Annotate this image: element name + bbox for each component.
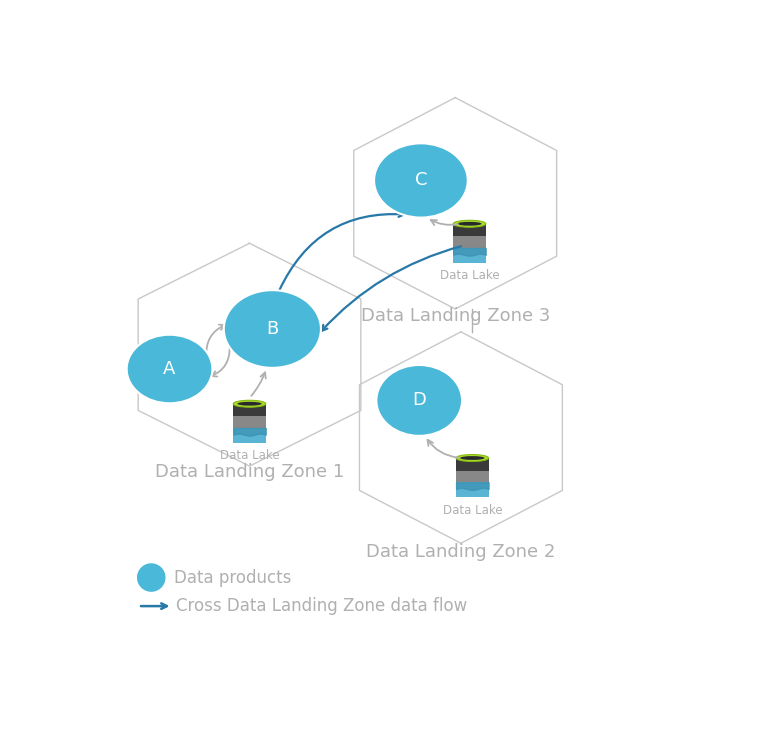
Text: Data Lake: Data Lake (220, 450, 280, 462)
Ellipse shape (374, 143, 467, 217)
FancyBboxPatch shape (456, 470, 489, 482)
Ellipse shape (127, 335, 212, 404)
Ellipse shape (460, 456, 485, 460)
FancyBboxPatch shape (453, 224, 486, 236)
FancyBboxPatch shape (233, 416, 266, 428)
Text: Data products: Data products (174, 568, 292, 586)
Text: D: D (412, 392, 426, 410)
Ellipse shape (233, 400, 266, 407)
Text: Data Landing Zone 2: Data Landing Zone 2 (366, 543, 556, 561)
Text: A: A (163, 360, 176, 378)
Ellipse shape (237, 402, 261, 406)
Ellipse shape (456, 455, 489, 462)
Text: B: B (266, 320, 278, 338)
Circle shape (137, 563, 166, 592)
Ellipse shape (453, 220, 486, 227)
Text: Data Lake: Data Lake (440, 269, 499, 283)
Text: Data Landing Zone 3: Data Landing Zone 3 (360, 307, 550, 326)
FancyBboxPatch shape (233, 428, 266, 443)
Ellipse shape (223, 290, 321, 368)
FancyBboxPatch shape (233, 404, 266, 416)
Ellipse shape (458, 222, 482, 226)
Text: Data Lake: Data Lake (442, 504, 502, 516)
Text: Cross Data Landing Zone data flow: Cross Data Landing Zone data flow (176, 597, 467, 615)
Ellipse shape (376, 365, 462, 436)
FancyBboxPatch shape (456, 458, 489, 470)
Text: Data Landing Zone 1: Data Landing Zone 1 (155, 463, 344, 481)
FancyBboxPatch shape (453, 236, 486, 248)
FancyBboxPatch shape (456, 482, 489, 497)
Text: C: C (415, 171, 427, 189)
FancyBboxPatch shape (453, 248, 486, 263)
